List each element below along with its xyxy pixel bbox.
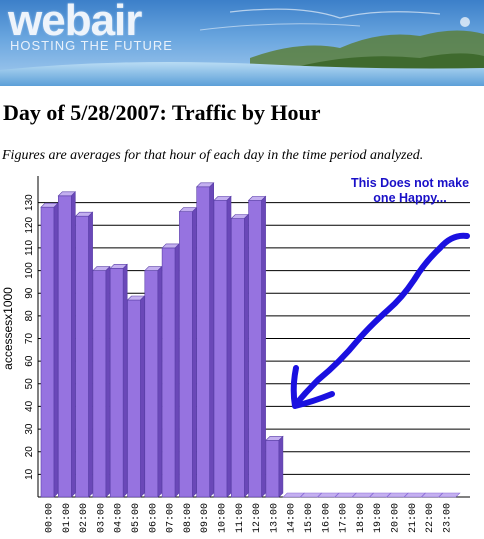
bar bbox=[40, 202, 59, 498]
bar bbox=[230, 213, 250, 498]
y-tick-label: 70 bbox=[24, 333, 35, 345]
bar-front bbox=[265, 440, 280, 498]
bar-front bbox=[231, 218, 245, 498]
x-tick-label: 21:00 bbox=[408, 503, 419, 533]
x-tick-label: 19:00 bbox=[373, 503, 384, 533]
x-tick-label: 03:00 bbox=[96, 503, 107, 533]
bar bbox=[247, 195, 267, 498]
bar-front bbox=[161, 247, 176, 498]
bar-side bbox=[244, 213, 249, 498]
webair-logo[interactable]: webair bbox=[8, 0, 142, 45]
bar-front bbox=[179, 211, 193, 498]
bar bbox=[126, 295, 146, 498]
y-tick-label: 40 bbox=[24, 400, 35, 412]
bar-front bbox=[213, 200, 228, 498]
bar-side bbox=[140, 295, 145, 498]
annotation-arrow bbox=[290, 232, 470, 409]
logo-tagline: HOSTING THE FUTURE bbox=[10, 38, 173, 53]
y-tick-labels: 10 20 30 40 50 60 70 80 90 100 110 120 130 bbox=[24, 194, 35, 480]
arrow-shaft bbox=[293, 232, 470, 407]
page-subtitle: Figures are averages for that hour of ea… bbox=[2, 148, 424, 163]
x-tick-label: 16:00 bbox=[321, 503, 332, 533]
x-tick-labels: 00:00 01:00 02:00 03:00 04:00 05:00 06:00 07:00… bbox=[45, 503, 454, 533]
x-tick-label: 17:00 bbox=[339, 503, 350, 533]
y-tick-label: 50 bbox=[24, 378, 35, 390]
x-tick-label: 02:00 bbox=[79, 503, 90, 533]
x-tick-label: 12:00 bbox=[252, 503, 263, 533]
bar-side bbox=[192, 206, 197, 498]
bar bbox=[144, 265, 163, 498]
bar-side bbox=[261, 195, 266, 498]
x-tick-label: 22:00 bbox=[425, 503, 436, 533]
bar-side bbox=[122, 263, 128, 498]
bar-side bbox=[209, 182, 214, 498]
bar bbox=[195, 182, 215, 498]
bar-side bbox=[157, 265, 163, 498]
x-tick-label: 05:00 bbox=[131, 503, 142, 533]
bar-top bbox=[438, 492, 461, 498]
bar-side bbox=[278, 435, 284, 498]
bar-front bbox=[109, 268, 124, 498]
y-tick-label: 110 bbox=[24, 240, 35, 256]
bar-front bbox=[75, 215, 89, 498]
x-tick-label: 04:00 bbox=[114, 503, 125, 533]
arrow-head bbox=[290, 365, 335, 409]
annotation-text: This Does not make one Happy... bbox=[350, 176, 470, 205]
x-tick-label: 15:00 bbox=[304, 503, 315, 533]
x-tick-label: 00:00 bbox=[45, 503, 56, 533]
y-tick-label: 60 bbox=[24, 355, 35, 367]
x-tick-label: 06:00 bbox=[148, 503, 159, 533]
y-tick-label: 80 bbox=[24, 310, 35, 322]
y-tick-label: 100 bbox=[24, 262, 35, 279]
bars bbox=[40, 182, 461, 498]
x-tick-label: 10:00 bbox=[218, 503, 229, 533]
bar-front bbox=[92, 270, 107, 498]
x-tick-label: 20:00 bbox=[391, 503, 402, 533]
bar-front bbox=[40, 206, 55, 498]
bar-side bbox=[174, 243, 180, 498]
x-tick-label: 13:00 bbox=[269, 503, 280, 533]
x-tick-label: 14:00 bbox=[287, 503, 298, 533]
bar bbox=[92, 265, 111, 498]
traffic-by-hour-chart: 10 20 30 40 50 60 70 80 90 100 110 120 130 00:00 01:0… bbox=[1, 176, 470, 533]
bar bbox=[178, 206, 198, 498]
x-tick-label: 07:00 bbox=[166, 503, 177, 533]
header-banner: webair HOSTING THE FUTURE bbox=[0, 0, 484, 86]
bar bbox=[109, 263, 128, 498]
y-tick-label: 10 bbox=[24, 468, 35, 480]
y-axis-label: accessesx1000 bbox=[1, 287, 15, 370]
bar-side bbox=[226, 195, 232, 498]
bar-front bbox=[144, 270, 159, 498]
y-tick-label: 30 bbox=[24, 423, 35, 435]
bar bbox=[265, 435, 284, 498]
bar bbox=[213, 195, 232, 498]
bar-side bbox=[105, 265, 111, 498]
bar-front bbox=[57, 195, 72, 498]
landscape-graphic bbox=[0, 8, 484, 86]
x-tick-label: 01:00 bbox=[62, 503, 73, 533]
bar bbox=[57, 191, 77, 498]
bar bbox=[74, 211, 94, 498]
bar-front bbox=[196, 186, 210, 498]
page-title: Day of 5/28/2007: Traffic by Hour bbox=[3, 100, 321, 125]
bar-front bbox=[127, 299, 141, 498]
x-tick-label: 23:00 bbox=[442, 503, 453, 533]
bar-side bbox=[88, 211, 93, 498]
y-tick-label: 20 bbox=[24, 446, 35, 458]
x-tick-label: 11:00 bbox=[235, 503, 246, 533]
y-tick-label: 120 bbox=[24, 217, 35, 234]
bar-side bbox=[71, 191, 76, 498]
bar-side bbox=[53, 202, 59, 498]
y-tick-label: 130 bbox=[24, 194, 35, 211]
y-tick-label: 90 bbox=[24, 287, 35, 299]
x-tick-label: 08:00 bbox=[183, 503, 194, 533]
x-tick-label: 09:00 bbox=[200, 503, 211, 533]
bar bbox=[161, 243, 180, 498]
x-tick-label: 18:00 bbox=[356, 503, 367, 533]
bar-front bbox=[248, 200, 262, 498]
bar bbox=[438, 492, 461, 498]
